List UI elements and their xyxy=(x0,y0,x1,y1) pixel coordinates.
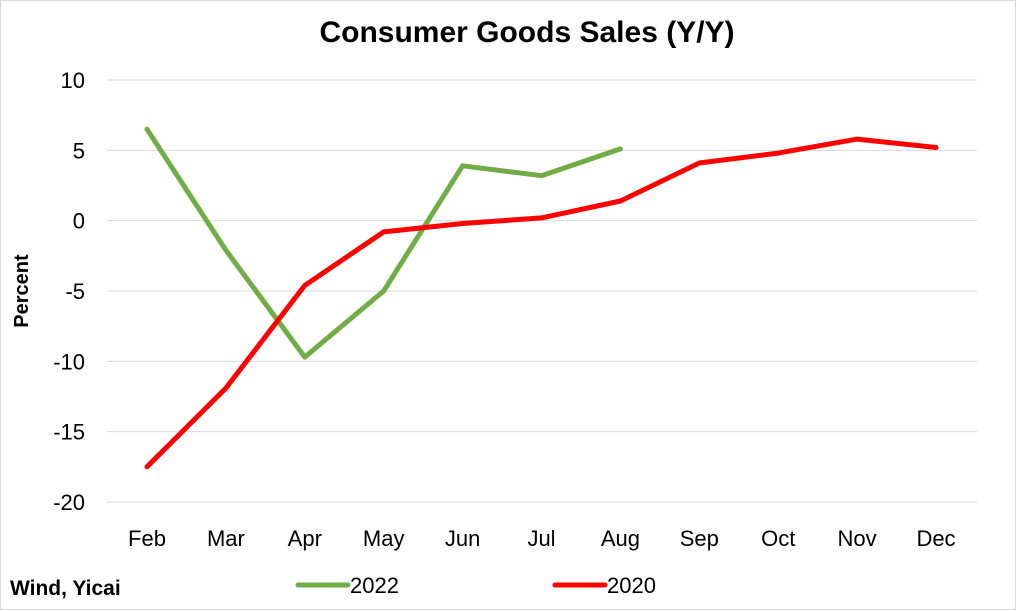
x-tick-label: Jul xyxy=(527,526,555,551)
x-tick-label: Apr xyxy=(288,526,322,551)
x-tick-label: May xyxy=(363,526,405,551)
y-tick-label: 0 xyxy=(73,209,85,234)
y-tick-labels: 10 5 0 -5 -10 -15 -20 xyxy=(53,68,85,515)
series-line-2022 xyxy=(144,126,623,360)
x-tick-label: Nov xyxy=(838,526,877,551)
legend: 2022 2020 xyxy=(295,573,656,598)
y-tick-label: -5 xyxy=(65,279,85,304)
x-tick-labels: Feb Mar Apr May Jun Jul Aug Sep Oct Nov Dec xyxy=(128,526,956,551)
y-axis-label: Percent xyxy=(11,254,33,328)
x-tick-label: Sep xyxy=(680,526,719,551)
legend-label-2020: 2020 xyxy=(607,573,656,598)
y-tick-label: 5 xyxy=(73,138,85,163)
series-lines xyxy=(144,126,939,470)
y-tick-label: 10 xyxy=(61,68,85,93)
source-note: Wind, Yicai xyxy=(10,577,121,600)
x-tick-label: Mar xyxy=(207,526,245,551)
x-tick-label: Feb xyxy=(128,526,166,551)
y-tick-label: -10 xyxy=(53,349,85,374)
y-tick-label: -15 xyxy=(53,420,85,445)
legend-label-2022: 2022 xyxy=(350,573,399,598)
gridlines xyxy=(107,79,977,503)
x-tick-label: Jun xyxy=(445,526,480,551)
y-tick-label: -20 xyxy=(53,490,85,515)
x-tick-label: Aug xyxy=(601,526,640,551)
chart-title: Consumer Goods Sales (Y/Y) xyxy=(319,16,734,49)
x-tick-label: Oct xyxy=(761,526,795,551)
series-line-2020 xyxy=(144,136,939,470)
x-tick-label: Dec xyxy=(916,526,955,551)
